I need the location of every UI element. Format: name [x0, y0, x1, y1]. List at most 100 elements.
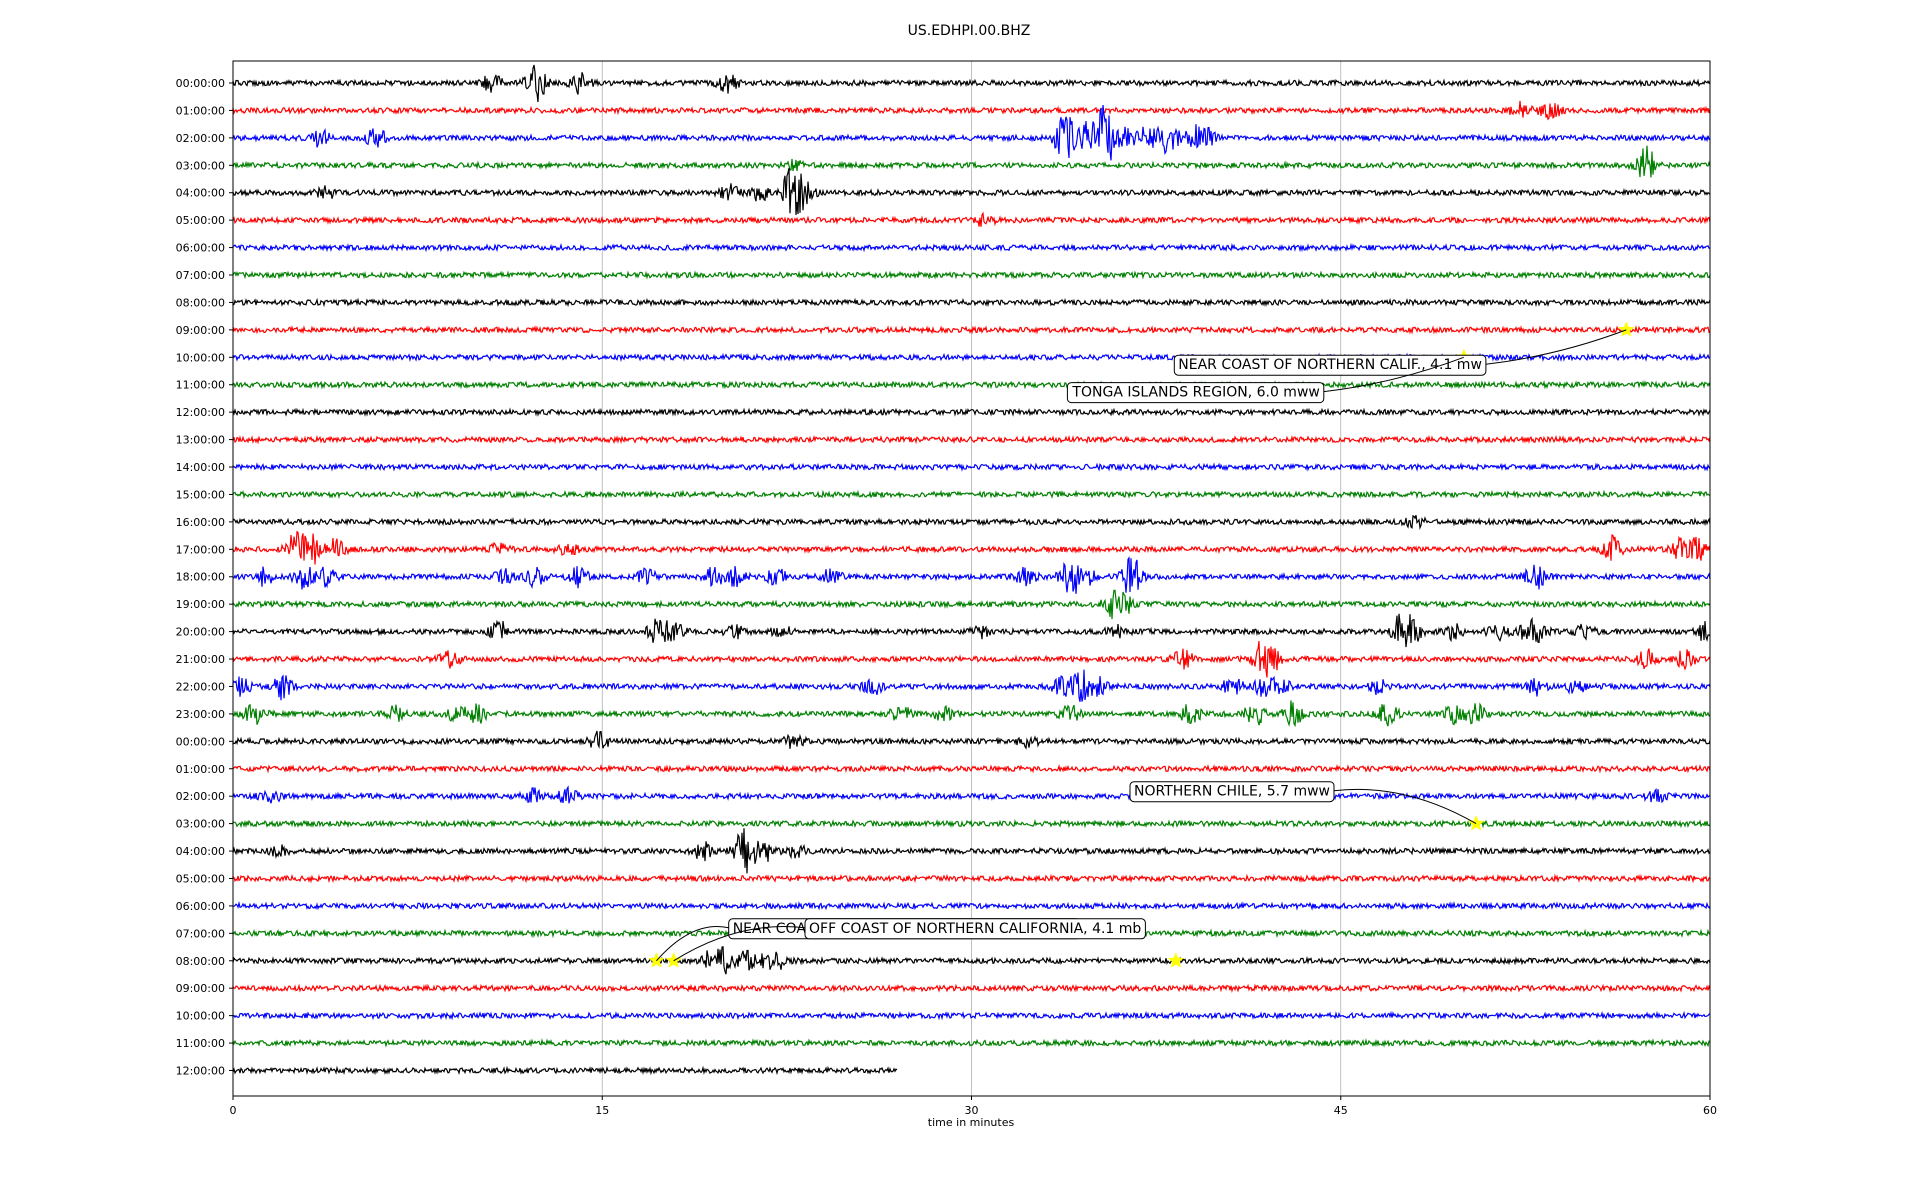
event-star-marker — [665, 952, 682, 968]
trace-row-20 — [232, 613, 1711, 648]
y-tick-label: 10:00:00 — [176, 1010, 225, 1023]
trace-row-16 — [232, 514, 1711, 531]
annotation-2: NORTHERN CHILE, 5.7 mww — [1129, 781, 1335, 803]
y-axis-ticks: 00:00:00 01:00:00 02:00:00 03:00:00 04:00:00… — [176, 77, 233, 1077]
y-tick-label: 12:00:00 — [176, 1064, 225, 1077]
annotation-label: TONGA ISLANDS REGION, 6.0 mww — [1071, 385, 1319, 401]
annotation-0: NEAR COAST OF NORTHERN CALIF., 4.1 mw — [1173, 354, 1487, 376]
event-star-marker — [648, 952, 665, 968]
y-tick-label: 00:00:00 — [176, 735, 225, 748]
trace-row-36 — [232, 1065, 898, 1076]
y-tick-label: 06:00:00 — [176, 242, 225, 255]
y-tick-label: 07:00:00 — [176, 269, 225, 282]
event-star-marker — [1618, 321, 1635, 337]
y-tick-label: 23:00:00 — [176, 708, 225, 721]
y-tick-label: 02:00:00 — [176, 790, 225, 803]
trace-row-13 — [232, 434, 1711, 445]
chart-title: US.EDHPI.00.BHZ — [908, 23, 1031, 39]
trace-row-1 — [232, 100, 1711, 121]
trace-row-2 — [232, 104, 1711, 161]
trace-row-5 — [232, 211, 1711, 227]
y-tick-label: 22:00:00 — [176, 680, 225, 693]
trace-row-12 — [232, 407, 1711, 417]
trace-row-26 — [232, 785, 1711, 804]
trace-row-29 — [232, 873, 1711, 884]
annotation-box — [1173, 354, 1487, 376]
y-tick-label: 17:00:00 — [176, 543, 225, 556]
trace-row-0 — [232, 64, 1711, 103]
y-tick-label: 19:00:00 — [176, 598, 225, 611]
y-tick-label: 09:00:00 — [176, 982, 225, 995]
y-tick-label: 08:00:00 — [176, 296, 225, 309]
y-tick-label: 04:00:00 — [176, 845, 225, 858]
x-tick-label: 0 — [230, 1104, 237, 1117]
y-tick-label: 20:00:00 — [176, 626, 225, 639]
trace-row-34 — [232, 1010, 1711, 1021]
annotation-1: TONGA ISLANDS REGION, 6.0 mww — [1066, 382, 1325, 404]
trace-row-21 — [232, 641, 1711, 678]
trace-row-33 — [232, 983, 1711, 994]
annotation-connector — [673, 925, 806, 962]
trace-row-17 — [232, 530, 1711, 565]
trace-row-8 — [232, 297, 1711, 308]
trace-row-23 — [232, 700, 1710, 728]
annotation-connector — [656, 926, 729, 962]
trace-row-3 — [232, 145, 1711, 178]
trace-row-19 — [232, 589, 1711, 620]
y-tick-label: 08:00:00 — [176, 955, 225, 968]
trace-row-28 — [232, 828, 1711, 874]
trace-row-4 — [232, 167, 1711, 215]
y-tick-label: 18:00:00 — [176, 571, 225, 584]
event-annotations: NEAR COAST OF NORTHERN CALIF., 4.1 mw TON… — [656, 329, 1627, 962]
trace-row-11 — [232, 380, 1711, 390]
y-tick-label: 05:00:00 — [176, 872, 225, 885]
y-tick-label: 01:00:00 — [176, 763, 225, 776]
y-tick-label: 05:00:00 — [176, 214, 225, 227]
annotation-box — [804, 918, 1146, 940]
y-tick-label: 09:00:00 — [176, 324, 225, 337]
annotation-label: NORTHERN CHILE, 5.7 mww — [1134, 784, 1330, 800]
y-tick-label: 04:00:00 — [176, 187, 225, 200]
trace-row-30 — [232, 900, 1711, 911]
y-tick-label: 00:00:00 — [176, 77, 225, 90]
annotation-label: NEAR COAST OF NORTHERN CALIF., 4.1 mw — [1178, 357, 1482, 373]
y-tick-label: 06:00:00 — [176, 900, 225, 913]
y-tick-label: 15:00:00 — [176, 488, 225, 501]
annotation-box — [1129, 781, 1335, 803]
x-tick-label: 45 — [1334, 1104, 1348, 1117]
y-tick-label: 07:00:00 — [176, 927, 225, 940]
trace-row-14 — [232, 462, 1711, 472]
y-tick-label: 03:00:00 — [176, 159, 225, 172]
y-tick-label: 13:00:00 — [176, 434, 225, 447]
y-tick-label: 14:00:00 — [176, 461, 225, 474]
y-tick-label: 11:00:00 — [176, 1037, 225, 1050]
trace-row-27 — [232, 818, 1711, 829]
y-tick-label: 16:00:00 — [176, 516, 225, 529]
trace-row-15 — [232, 489, 1711, 500]
trace-row-35 — [232, 1038, 1711, 1048]
trace-row-22 — [232, 669, 1711, 702]
y-tick-label: 03:00:00 — [176, 818, 225, 831]
x-tick-label: 15 — [595, 1104, 609, 1117]
annotation-connector — [1333, 788, 1477, 825]
y-tick-label: 02:00:00 — [176, 132, 225, 145]
trace-row-25 — [232, 763, 1711, 774]
event-markers — [648, 321, 1635, 968]
event-star-marker — [1467, 814, 1485, 831]
x-axis-ticks: 0 15 30 45 60 — [230, 1096, 1717, 1117]
trace-row-6 — [232, 242, 1711, 253]
trace-row-18 — [232, 556, 1711, 594]
x-axis-label: time in minutes — [928, 1116, 1015, 1129]
x-tick-label: 60 — [1703, 1104, 1717, 1117]
y-tick-label: 01:00:00 — [176, 104, 225, 117]
trace-row-24 — [232, 730, 1711, 750]
trace-row-9 — [232, 325, 1711, 335]
annotation-connector — [1485, 329, 1627, 365]
trace-row-32 — [232, 946, 1711, 975]
annotation-4: OFF COAST OF NORTHERN CALIFORNIA, 4.1 mb — [804, 918, 1146, 940]
trace-row-7 — [232, 270, 1711, 280]
y-tick-label: 11:00:00 — [176, 379, 225, 392]
y-tick-label: 10:00:00 — [176, 351, 225, 364]
y-tick-label: 12:00:00 — [176, 406, 225, 419]
